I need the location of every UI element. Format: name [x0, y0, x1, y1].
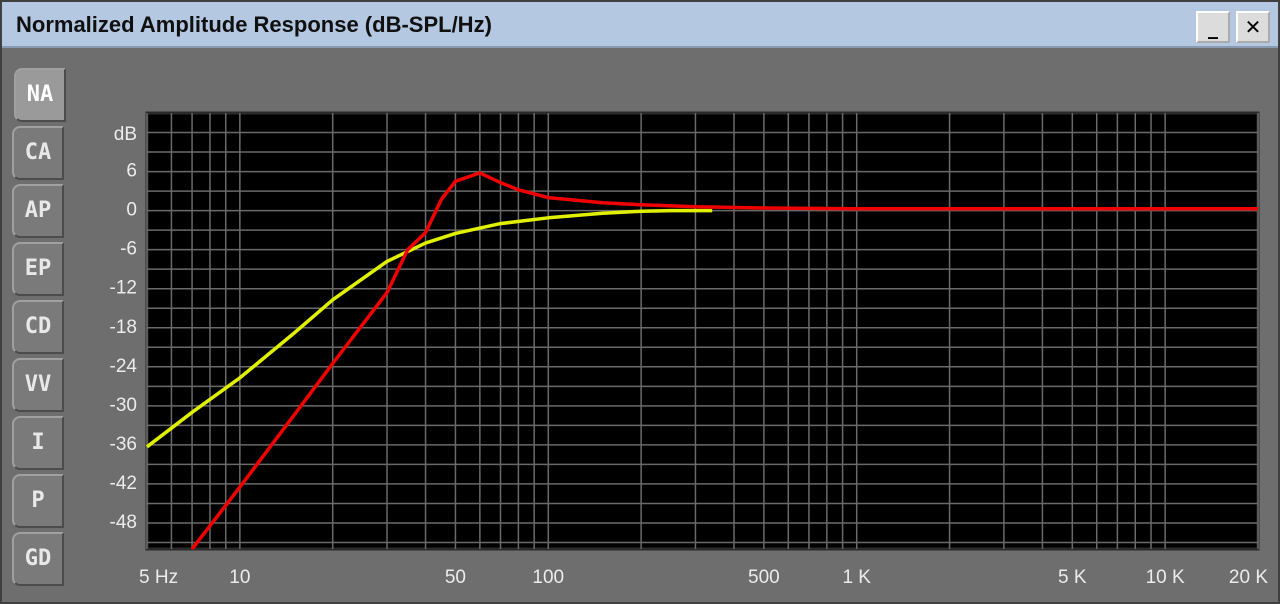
tab[interactable]: AP [12, 184, 64, 238]
y-tick-label: -6 [120, 239, 137, 260]
minimize-button[interactable]: _ [1196, 11, 1230, 43]
y-tick-label: -48 [110, 512, 137, 533]
window-title: Normalized Amplitude Response (dB-SPL/Hz… [16, 12, 492, 37]
tab[interactable]: P [12, 474, 64, 528]
x-tick-label: 5 K [1058, 567, 1087, 588]
tab[interactable]: NA [14, 68, 66, 122]
y-tick-label: -42 [110, 473, 137, 494]
y-tick-label: -24 [110, 356, 138, 377]
y-tick-label: -30 [110, 395, 137, 416]
y-tick-label: -36 [110, 434, 137, 455]
x-tick-label: 500 [748, 567, 780, 588]
y-axis-label: dB [114, 124, 137, 145]
y-tick-label: -12 [110, 278, 137, 299]
x-tick-label: 10 [229, 567, 250, 588]
x-tick-label: 100 [532, 567, 564, 588]
y-tick-label: 0 [126, 200, 137, 221]
x-tick-label: 50 [445, 567, 466, 588]
series-line [145, 208, 713, 449]
y-tick-label: 6 [126, 161, 137, 182]
tab[interactable]: I [12, 416, 64, 470]
x-tick-label: 5 Hz [139, 567, 178, 588]
x-tick-label: 20 K [1229, 567, 1268, 588]
tab[interactable]: CD [12, 300, 64, 354]
x-tick-label: 10 K [1146, 567, 1185, 588]
series-line [190, 171, 1258, 551]
close-button[interactable]: ✕ [1236, 11, 1270, 43]
tab[interactable]: CA [12, 126, 64, 180]
tab[interactable]: GD [12, 532, 64, 586]
y-tick-label: -18 [110, 317, 137, 338]
x-tick-label: 1 K [842, 567, 871, 588]
title-bar: Normalized Amplitude Response (dB-SPL/Hz… [2, 2, 1278, 48]
tab[interactable]: EP [12, 242, 64, 296]
tab[interactable]: VV [12, 358, 64, 412]
